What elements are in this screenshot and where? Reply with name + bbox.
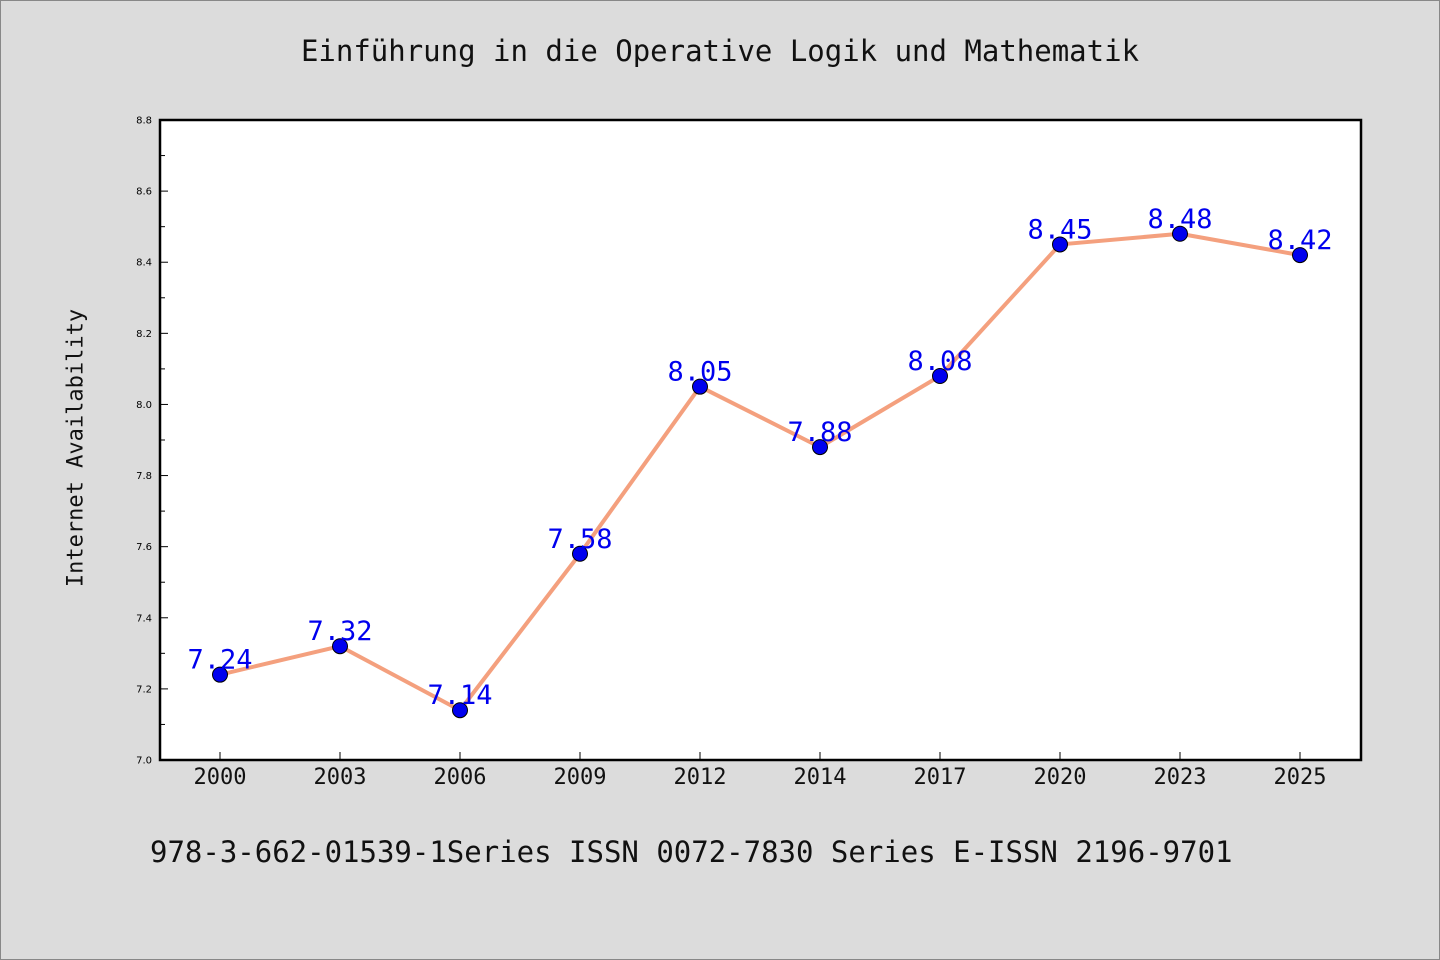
x-tick-label: 2025 [1274,765,1327,790]
y-tick-label: 8.0 [136,400,152,411]
y-tick-label: 7.8 [136,471,152,482]
x-tick-label: 2012 [674,765,727,790]
y-axis: 7.0 7.2 7.4 7.6 7.8 8.0 8.2 8.4 8.6 8.8 [136,116,168,767]
y-tick-label: 8.8 [136,116,152,127]
data-label: 7.14 [427,680,492,711]
y-tick-label: 7.6 [136,542,152,553]
y-tick-label: 8.2 [136,329,152,340]
plot-area [158,118,1363,762]
footer-isbn-issn: 978-3-662-01539-1Series ISSN 0072-7830 S… [150,835,1233,869]
data-point [452,702,468,719]
y-tick-label: 8.4 [136,258,152,269]
x-tick-label: 2017 [914,765,967,790]
y-tick-label: 8.6 [136,187,152,198]
chart-title: Einführung in die Operative Logik und Ma… [300,34,1140,68]
data-point [692,378,708,395]
data-point [1172,225,1188,242]
x-tick-label: 2003 [314,765,367,790]
x-tick-label: 2009 [554,765,607,790]
x-tick-label: 2014 [794,765,847,790]
data-label: 8.08 [907,346,972,377]
x-tick-label: 2023 [1154,765,1207,790]
data-label: 7.88 [787,417,852,448]
data-point [1052,236,1068,253]
data-label: 7.58 [547,524,612,555]
x-tick-label: 2006 [434,765,487,790]
x-tick-label: 2020 [1034,765,1087,790]
data-point [332,638,348,655]
data-label: 7.24 [187,645,252,676]
x-tick-label: 2000 [194,765,247,790]
y-tick-label: 7.0 [136,756,152,767]
data-label: 8.45 [1027,214,1092,245]
data-point [1292,247,1308,264]
y-tick-label: 7.2 [136,684,152,695]
series-line [218,231,1302,713]
data-point [812,439,828,456]
data-point [212,666,228,683]
y-tick-label: 7.4 [136,613,152,624]
data-label: 7.32 [307,616,372,647]
data-point [932,368,948,384]
data-point [572,545,588,562]
data-label: 8.48 [1147,204,1212,235]
data-label: 8.05 [667,357,732,388]
data-label: 8.42 [1267,225,1332,256]
series-layer: 7.24 7.32 7.14 7.58 8.05 7.88 8.08 8.45 8.48 8.42 [187,204,1333,719]
x-axis: 2000 2003 2006 2009 2012 2014 2017 2020 2023 2025 [194,752,1327,790]
